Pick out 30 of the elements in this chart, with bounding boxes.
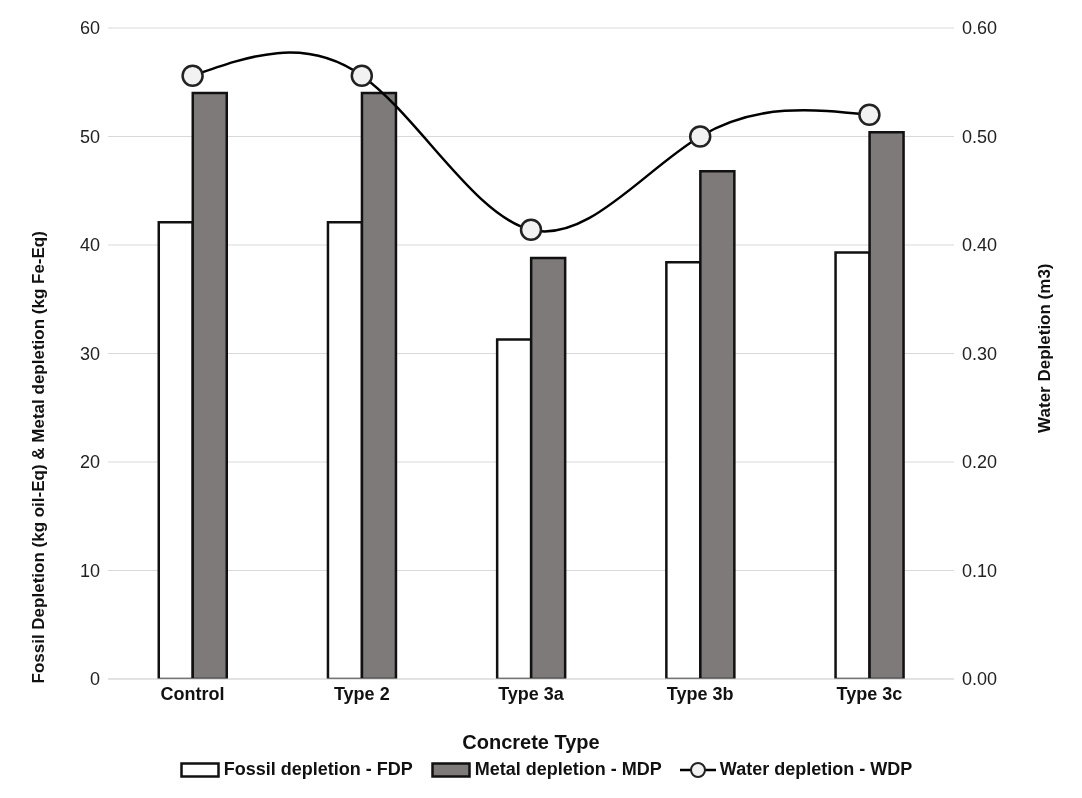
y-tick-label: 30	[79, 343, 100, 364]
y-tick-label: 60	[79, 18, 100, 39]
y2-tick-label: 0.40	[962, 235, 998, 256]
x-tick-label: Type 3b	[666, 683, 734, 704]
y-tick-label: 50	[79, 126, 100, 147]
point	[181, 64, 204, 87]
y-tick-label: 20	[79, 452, 100, 473]
y2-tick-label: 0.30	[962, 343, 998, 364]
point	[519, 218, 543, 242]
y-axis-title: Fossil Depletion (kg oil-Eq) & Metal depletion (kg Fe-Eq)	[29, 231, 49, 684]
legend-label: Metal depletion - MDP	[474, 759, 662, 780]
point	[688, 125, 712, 148]
y2-tick-label: 0.60	[962, 18, 998, 39]
x-tick-label: Type 3c	[836, 683, 903, 704]
y2-tick-label: 0.50	[962, 126, 998, 147]
y2-axis-title: Water Depletion (m3)	[1035, 263, 1055, 433]
point	[858, 103, 881, 127]
x-tick-label: Type 3a	[498, 683, 565, 704]
x-tick-label: Control	[160, 683, 225, 704]
legend-label: Water depletion - WDP	[719, 759, 913, 780]
y-tick-label: 40	[79, 235, 100, 256]
y2-tick-label: 0.00	[962, 669, 998, 690]
x-axis-title: Concrete Type	[462, 731, 600, 753]
point	[350, 64, 374, 87]
y-tick-label: 10	[79, 560, 100, 581]
y-tick-label: 0	[89, 669, 100, 690]
y2-tick-label: 0.20	[962, 452, 998, 473]
legend-label: Fossil depletion - FDP	[223, 759, 413, 780]
x-tick-label: Type 2	[333, 683, 390, 704]
y2-tick-label: 0.10	[962, 560, 998, 581]
